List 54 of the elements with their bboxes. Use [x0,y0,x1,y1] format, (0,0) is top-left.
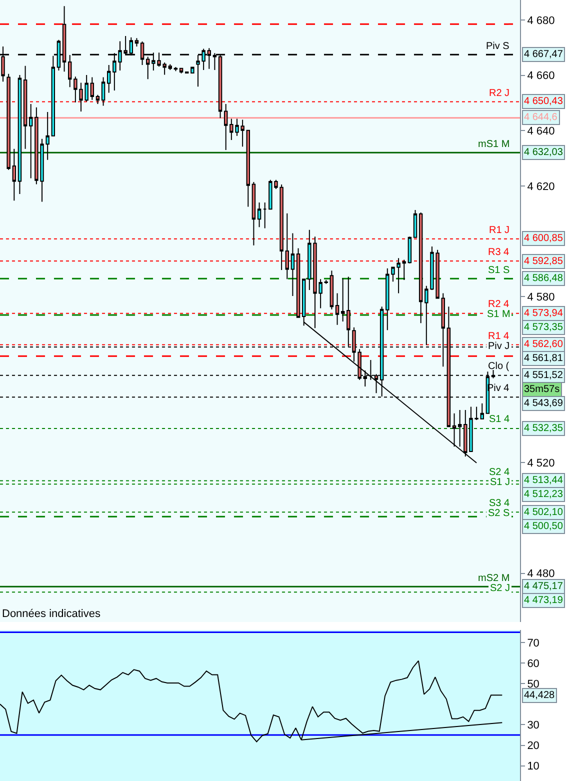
ref-line-label: S1 S [488,265,510,276]
y-tick-label: 10 [527,760,540,773]
y-tick-label: 4 640 [527,125,555,138]
text: 4 502,10 [524,507,564,518]
y-tick-label: 50 [527,678,540,690]
y-tick-label: 4 520 [527,457,555,470]
text: 4 475,17 [524,581,564,592]
text: 4 573,35 [524,322,564,333]
text: 4 512,23 [524,489,564,500]
text: 4 600,85 [524,233,564,244]
text: 4 586,48 [524,273,564,284]
ref-line-label: R1 4 [488,331,510,342]
text: 4 562,60 [524,339,564,350]
text: 4 644,6 [524,112,558,123]
text: 4 650,43 [524,96,564,107]
annotation: Données indicatives [2,608,101,620]
ref-line-label: R1 J [489,225,510,236]
text: 4 667,47 [524,49,564,60]
ref-line-label: R2 4 [488,299,510,310]
ref-line-label: S1 J [490,477,510,488]
y-tick-label: 70 [527,637,540,650]
text: 35m57s [524,384,560,395]
ref-line-label: R3 4 [488,247,510,258]
y-tick-label: 4 620 [527,180,555,193]
text: 44,428 [524,690,556,701]
ref-line-label: mS1 M [478,139,510,150]
ref-line-label: S1 4 [489,414,510,425]
ref-line-label: S2 S [488,508,510,519]
ref-line-label: S2 4 [489,467,510,478]
y-tick-label: 4 580 [527,291,555,304]
y-tick-label: 4 660 [527,70,555,82]
y-tick-label: 4 480 [527,568,555,580]
text: 4 543,69 [524,398,564,409]
ref-line-label: S2 J [490,583,510,594]
text: 4 513,44 [524,475,564,486]
y-tick-label: 30 [527,720,540,732]
y-tick-label: 4 680 [527,14,555,27]
text: 4 592,85 [524,256,564,267]
ref-line-label: Piv J [488,341,510,352]
text: 4 573,94 [524,308,564,319]
text: 4 473,19 [524,595,564,606]
ref-line-label: mS2 M [478,573,510,584]
ref-line-label: S1 M [487,309,510,320]
text: 4 632,03 [524,147,564,158]
y-tick-label: 60 [527,658,540,670]
text: 4 532,35 [524,423,564,434]
ref-line-label: R2 J [489,88,510,99]
text: 4 561,81 [524,353,564,364]
text: 4 551,52 [524,370,564,381]
ref-line-label: S3 4 [489,498,510,509]
y-tick-label: 20 [527,740,540,752]
text: 4 500,50 [524,521,564,532]
ref-line-label: Piv S [486,41,510,52]
ref-line-label: Clo ( [488,361,510,372]
